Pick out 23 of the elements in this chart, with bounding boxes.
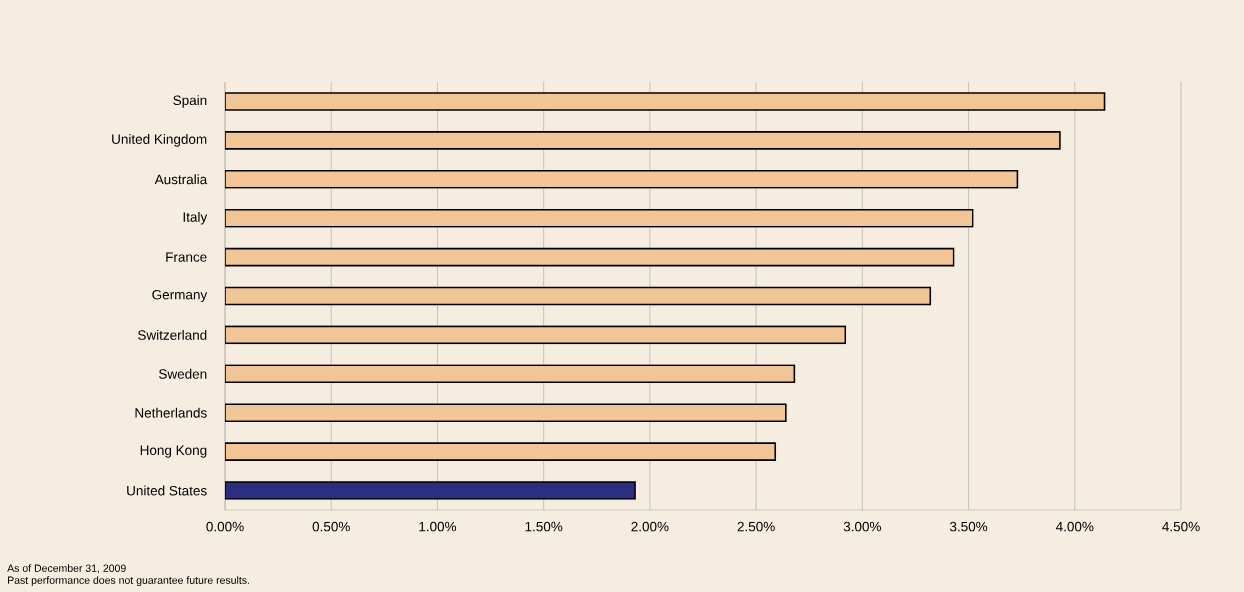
y-tick-label: United States: [127, 485, 207, 496]
text: Past performance does not guarantee future results.: [8, 576, 250, 586]
y-tick-label: Spain: [173, 95, 207, 108]
text: As of December 31, 2009: [7, 564, 126, 574]
x-tick-label: 4.50%: [1162, 521, 1200, 532]
x-tick-label: 3.50%: [949, 521, 988, 532]
x-tick-label: 1.50%: [525, 521, 563, 532]
y-tick-label: France: [166, 252, 207, 262]
x-tick-label: 1.00%: [419, 521, 457, 532]
y-tick-label: United Kingdom: [112, 134, 207, 147]
y-tick-label: Hong Kong: [140, 445, 207, 458]
y-tick-label: Sweden: [159, 368, 207, 379]
x-tick-label: 0.50%: [312, 521, 350, 532]
y-tick-label: Netherlands: [135, 407, 207, 418]
x-tick-label: 4.00%: [1055, 521, 1094, 532]
y-tick-label: Australia: [154, 174, 208, 185]
y-tick-label: Germany: [152, 289, 208, 303]
y-tick-label: Italy: [183, 211, 208, 225]
x-tick-label: 2.50%: [737, 521, 775, 532]
x-tick-label: 2.00%: [631, 521, 669, 532]
x-tick-label: 0.00%: [206, 521, 244, 532]
x-tick-label: 3.00%: [843, 521, 881, 532]
y-tick-label: Switzerland: [138, 329, 207, 340]
